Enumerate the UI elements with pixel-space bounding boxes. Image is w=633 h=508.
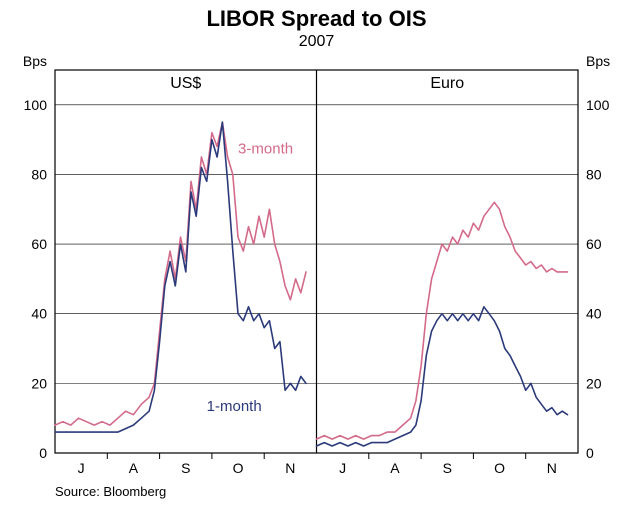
- x-tick-label: N: [547, 460, 557, 476]
- chart-container: LIBOR Spread to OIS 2007 0 0 20 20 40 40 60 60 80 8…: [0, 0, 633, 508]
- chart-svg: LIBOR Spread to OIS 2007 0 0 20 20 40 40 60 60 80 8…: [0, 0, 633, 508]
- x-tick-label: A: [129, 460, 139, 476]
- x-tick-label: A: [390, 460, 400, 476]
- y-tick-right: 0: [586, 445, 594, 461]
- y-tick-left: 0: [39, 445, 47, 461]
- x-tick-label: J: [339, 460, 346, 476]
- chart-subtitle: 2007: [299, 33, 335, 50]
- series-line-3-month: [317, 202, 568, 439]
- series-label-3-month: 3-month: [238, 141, 293, 158]
- y-tick-left: 20: [31, 375, 47, 391]
- y-axis-label-right: Bps: [586, 53, 610, 69]
- y-axis-label-left: Bps: [23, 53, 47, 69]
- panel-title: US$: [170, 75, 201, 92]
- y-tick-left: 60: [31, 236, 47, 252]
- chart-title: LIBOR Spread to OIS: [206, 6, 426, 31]
- y-tick-right: 60: [586, 236, 602, 252]
- y-tick-right: 40: [586, 306, 602, 322]
- x-tick-label: O: [494, 460, 505, 476]
- y-tick-right: 80: [586, 166, 602, 182]
- x-tick-label: O: [233, 460, 244, 476]
- y-tick-left: 80: [31, 166, 47, 182]
- source-text: Source: Bloomberg: [55, 484, 166, 499]
- panel-title: Euro: [430, 75, 464, 92]
- x-tick-label: N: [285, 460, 295, 476]
- series-label-1-month: 1-month: [207, 398, 262, 415]
- y-tick-right: 20: [586, 375, 602, 391]
- y-tick-right: 100: [586, 97, 610, 113]
- series-line-1-month: [317, 307, 568, 446]
- series-line-1-month: [55, 122, 306, 432]
- y-tick-left: 100: [24, 97, 48, 113]
- y-tick-left: 40: [31, 306, 47, 322]
- x-tick-label: J: [78, 460, 85, 476]
- x-tick-label: S: [181, 460, 190, 476]
- series-line-3-month: [55, 122, 306, 425]
- x-tick-label: S: [443, 460, 452, 476]
